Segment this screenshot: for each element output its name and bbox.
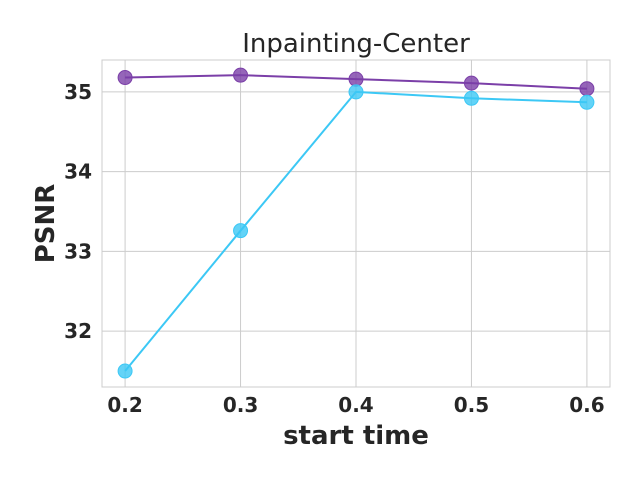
series-layer [117,67,595,379]
x-tick-label: 0.3 [223,393,258,417]
plot-frame [101,59,611,388]
x-tick-label: 0.6 [569,393,604,417]
series-2 [117,84,595,379]
series-1 [117,67,595,97]
data-point [117,70,133,86]
data-point [463,90,479,106]
data-point [348,71,364,87]
data-point [233,67,249,83]
y-tick-label: 34 [64,160,92,184]
x-axis-label: start time [283,421,429,451]
x-tick-label: 0.4 [338,393,373,417]
y-tick-label: 35 [64,80,92,104]
data-point [348,84,364,100]
data-point [579,94,595,110]
data-point [579,81,595,97]
chart-title: Inpainting-Center [242,29,470,59]
tick-layer: 0.2 0.3 0.4 0.5 0.6 32 33 34 35 [64,80,604,417]
grid-layer [102,60,610,387]
y-axis-label: PSNR [31,184,61,264]
y-tick-label: 33 [64,239,92,263]
data-point [233,223,249,239]
y-tick-label: 32 [64,319,92,343]
data-point [463,75,479,91]
x-tick-label: 0.2 [107,393,142,417]
x-tick-label: 0.5 [454,393,489,417]
data-point [117,363,133,379]
